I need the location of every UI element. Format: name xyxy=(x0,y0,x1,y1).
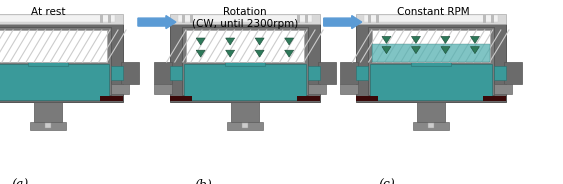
Bar xyxy=(368,27,494,95)
Bar xyxy=(154,62,172,84)
Text: (c): (c) xyxy=(378,178,395,184)
Bar xyxy=(45,123,51,128)
Polygon shape xyxy=(285,50,294,57)
Bar xyxy=(370,64,491,100)
Bar xyxy=(339,62,358,84)
Bar xyxy=(0,30,107,62)
Polygon shape xyxy=(471,36,480,43)
Bar xyxy=(364,15,498,22)
Bar xyxy=(242,123,248,128)
Polygon shape xyxy=(196,50,205,57)
Polygon shape xyxy=(441,47,450,54)
Bar xyxy=(494,84,512,94)
Bar xyxy=(28,56,68,66)
Bar xyxy=(225,56,265,66)
Bar xyxy=(100,15,103,23)
Bar xyxy=(154,84,172,94)
Bar xyxy=(30,122,66,130)
Polygon shape xyxy=(412,47,421,54)
FancyArrow shape xyxy=(138,16,176,29)
Bar xyxy=(428,123,434,128)
Bar xyxy=(413,122,449,130)
Bar xyxy=(170,24,320,102)
Text: Rotation
(CW, until 2300rpm): Rotation (CW, until 2300rpm) xyxy=(192,7,298,29)
Bar xyxy=(297,15,300,23)
Bar xyxy=(121,62,139,84)
Bar xyxy=(178,15,312,22)
Bar xyxy=(297,96,320,101)
Polygon shape xyxy=(441,36,450,43)
Polygon shape xyxy=(382,47,391,54)
Bar xyxy=(170,66,182,80)
Bar xyxy=(339,84,358,94)
Bar xyxy=(356,14,506,24)
Bar xyxy=(417,102,445,122)
Bar xyxy=(170,14,320,24)
Bar xyxy=(182,27,308,95)
Polygon shape xyxy=(412,36,421,43)
Bar xyxy=(308,66,320,80)
Bar xyxy=(376,15,379,23)
Polygon shape xyxy=(226,50,235,57)
Bar xyxy=(494,66,506,80)
Bar xyxy=(100,96,123,101)
Polygon shape xyxy=(471,47,480,54)
Bar xyxy=(184,64,306,100)
Bar xyxy=(0,64,109,100)
Bar xyxy=(483,96,506,101)
Text: (b): (b) xyxy=(194,178,212,184)
Bar xyxy=(182,15,185,23)
Polygon shape xyxy=(196,38,205,45)
Bar xyxy=(372,30,490,62)
Bar xyxy=(108,15,111,23)
Polygon shape xyxy=(255,38,264,45)
Bar xyxy=(410,56,451,66)
Bar xyxy=(34,102,62,122)
Bar xyxy=(504,62,522,84)
Polygon shape xyxy=(382,36,391,43)
Bar xyxy=(308,84,326,94)
Bar xyxy=(111,66,123,80)
Bar xyxy=(170,96,193,101)
Bar xyxy=(186,30,304,62)
Bar xyxy=(491,15,494,23)
Polygon shape xyxy=(285,38,294,45)
Bar xyxy=(231,102,259,122)
Polygon shape xyxy=(226,38,235,45)
Bar xyxy=(372,44,490,62)
Bar xyxy=(305,15,308,23)
Text: At rest: At rest xyxy=(30,7,65,17)
Bar xyxy=(0,27,111,95)
Bar xyxy=(0,14,123,24)
Bar xyxy=(111,84,129,94)
Bar xyxy=(0,24,123,102)
Bar xyxy=(227,122,263,130)
Bar xyxy=(368,15,370,23)
Bar xyxy=(318,62,336,84)
Text: Constant RPM: Constant RPM xyxy=(397,7,470,17)
Bar xyxy=(190,15,193,23)
Bar xyxy=(482,15,486,23)
Bar xyxy=(0,15,115,22)
Bar xyxy=(356,96,378,101)
Bar xyxy=(356,24,506,102)
Text: (a): (a) xyxy=(11,178,29,184)
Bar xyxy=(356,66,368,80)
Polygon shape xyxy=(255,50,264,57)
FancyArrow shape xyxy=(324,16,361,29)
